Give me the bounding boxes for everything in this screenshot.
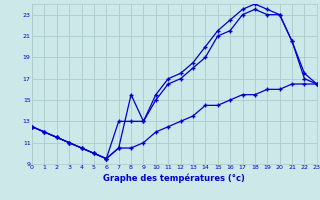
X-axis label: Graphe des températures (°c): Graphe des températures (°c): [103, 173, 245, 183]
